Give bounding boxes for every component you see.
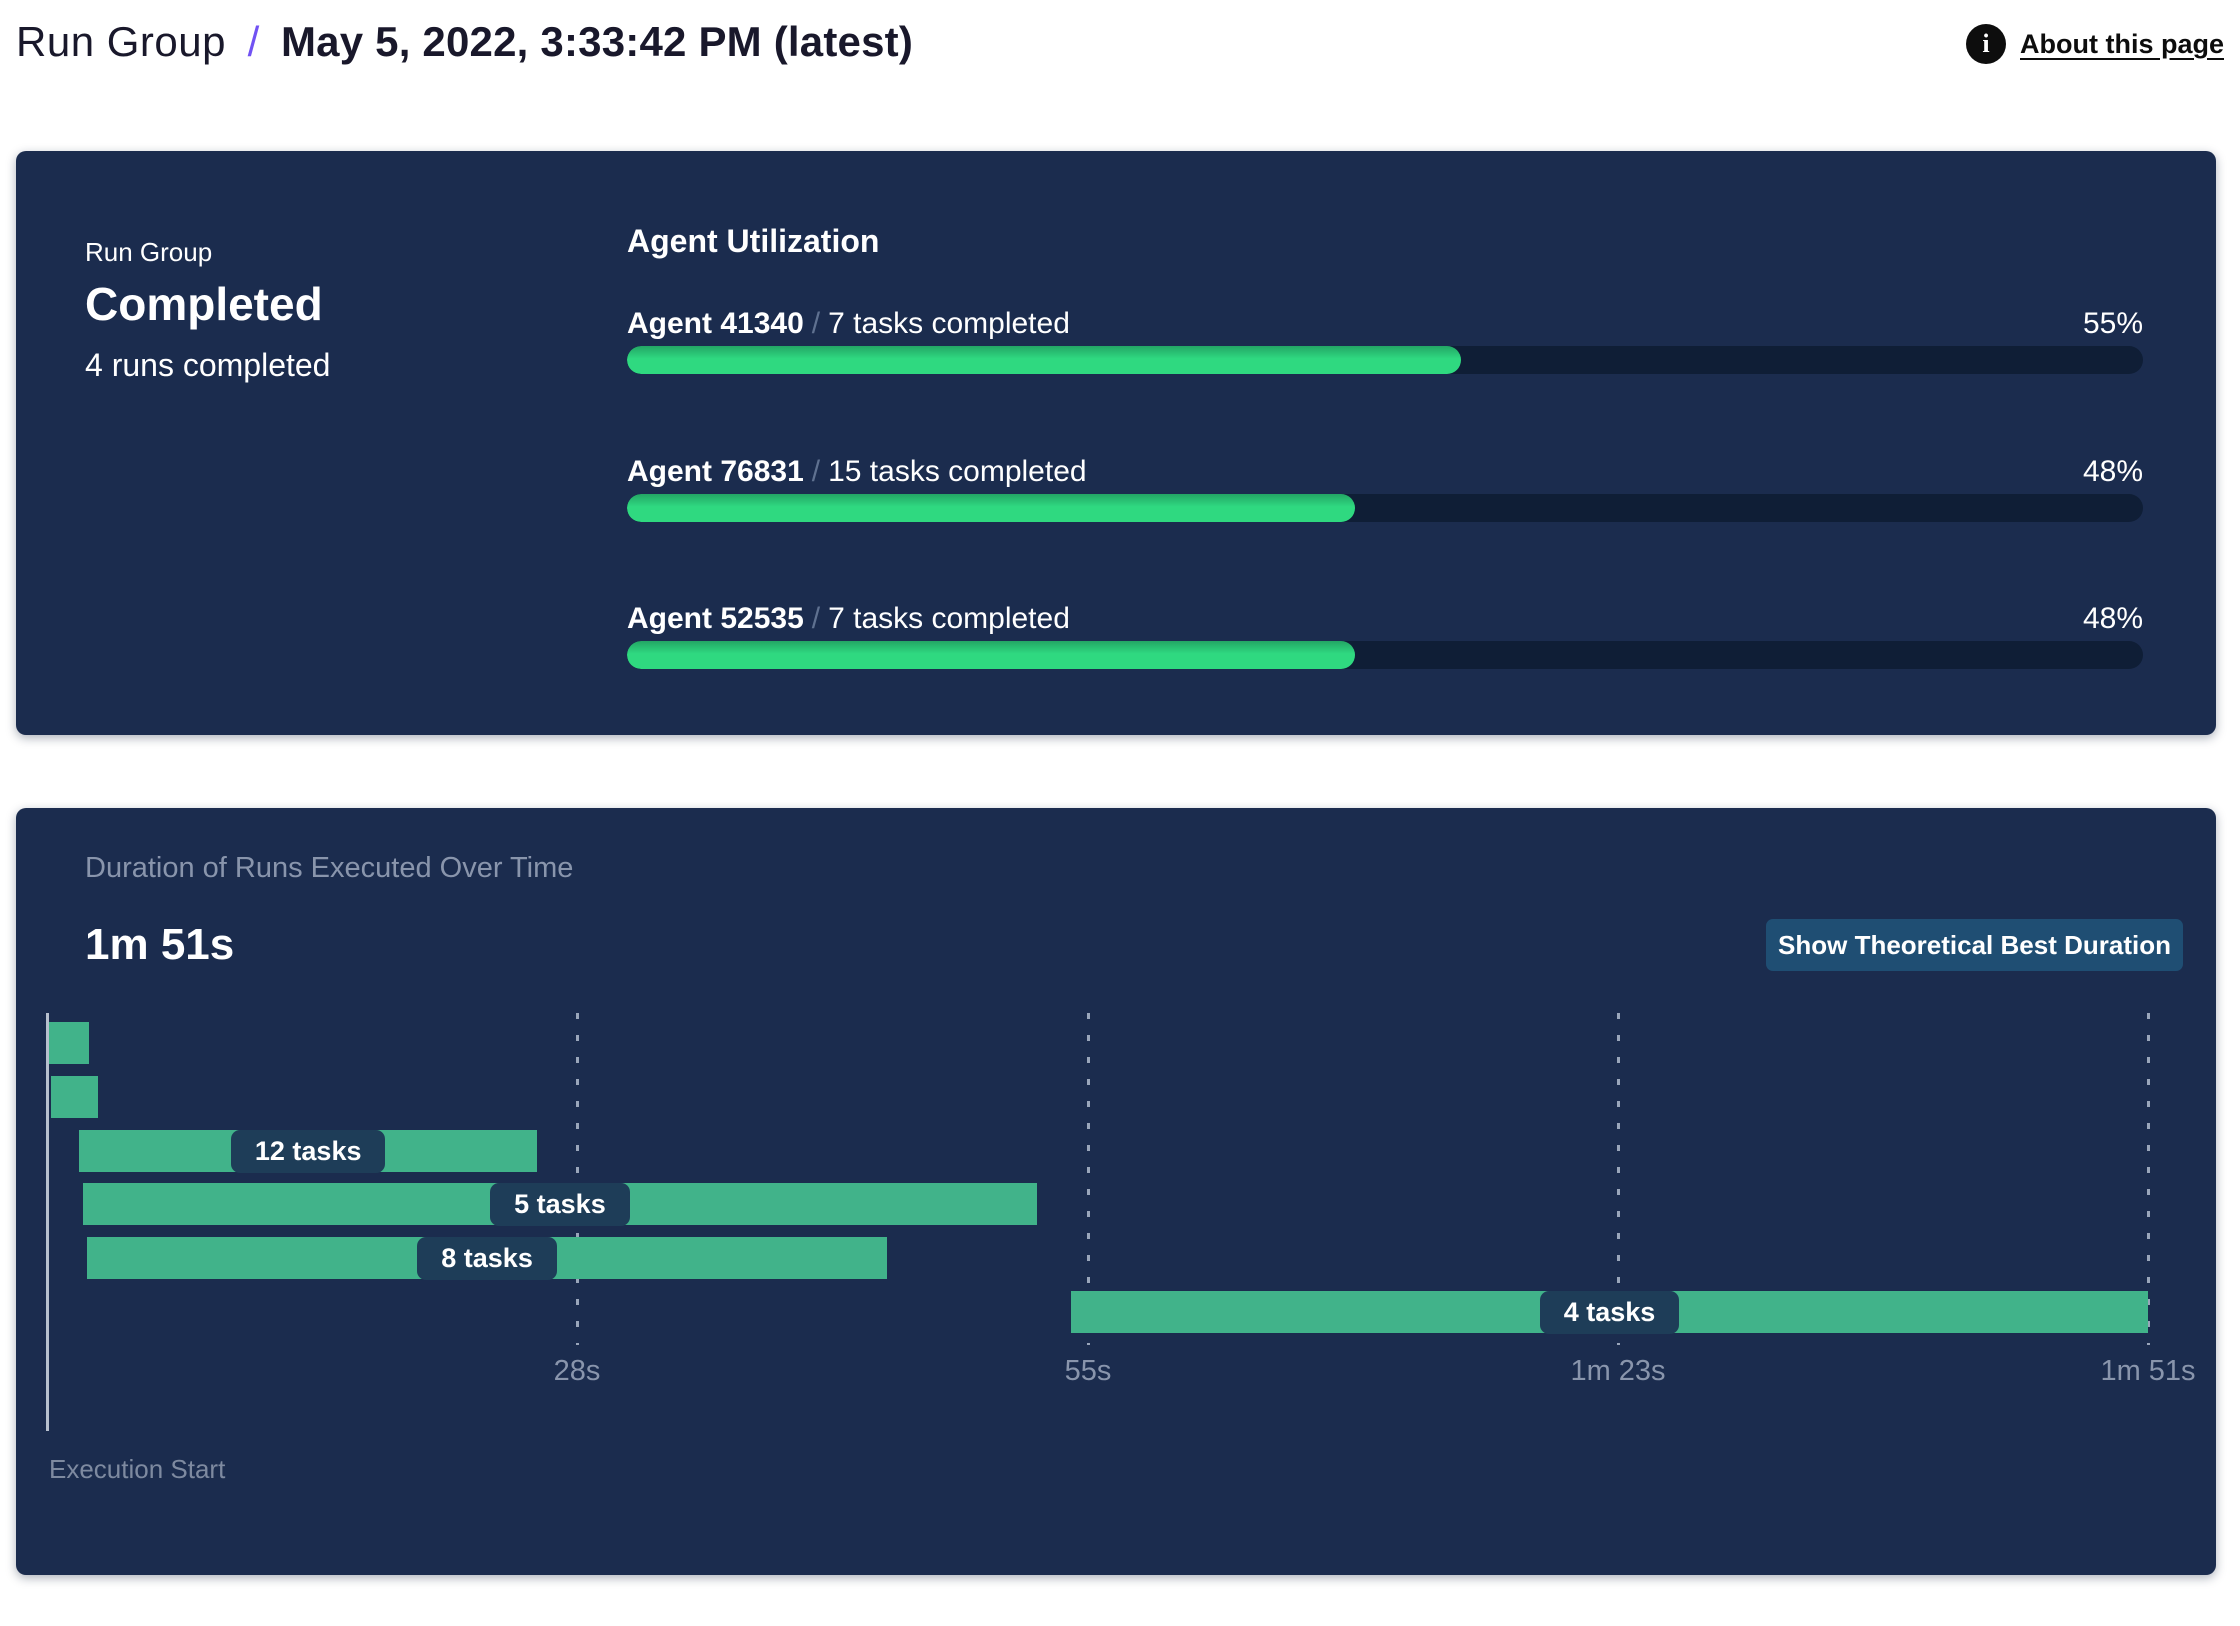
execution-start-axis-line <box>46 1013 49 1431</box>
about-this-page-link[interactable]: i About this page <box>1966 24 2224 64</box>
agent-label: Agent 41340/7 tasks completed <box>627 306 1070 342</box>
gantt-run-bar[interactable]: 5 tasks <box>82 1182 1037 1226</box>
agent-name: Agent 76831 <box>627 455 804 488</box>
label-separator: / <box>811 307 821 340</box>
info-icon: i <box>1966 24 2006 64</box>
progress-track <box>627 494 2143 522</box>
gridline <box>1087 1013 1091 1345</box>
agent-utilization-row: Agent 76831/15 tasks completed 48% <box>627 454 2143 534</box>
breadcrumb: Run Group / May 5, 2022, 3:33:42 PM (lat… <box>16 14 913 70</box>
agent-utilization-row: Agent 52535/7 tasks completed 48% <box>627 601 2143 681</box>
label-separator: / <box>811 455 821 488</box>
execution-start-label: Execution Start <box>49 1454 226 1484</box>
status-text: Completed <box>85 278 323 330</box>
gantt-run-bar[interactable] <box>48 1022 89 1064</box>
duration-panel: Duration of Runs Executed Over Time 1m 5… <box>16 808 2216 1575</box>
utilization-percent: 48% <box>2082 455 2143 488</box>
gridline <box>2147 1013 2150 1345</box>
gantt-run-bar[interactable]: 12 tasks <box>79 1129 538 1173</box>
task-count-badge: 12 tasks <box>230 1129 386 1173</box>
gridline <box>1617 1013 1621 1345</box>
agent-tasks-completed: 7 tasks completed <box>828 307 1070 340</box>
axis-tick-label: 55s <box>1064 1355 1112 1387</box>
breadcrumb-separator: / <box>247 18 260 65</box>
utilization-percent: 48% <box>2082 602 2143 635</box>
gridline <box>575 1013 579 1345</box>
breadcrumb-run-group[interactable]: Run Group <box>16 18 226 65</box>
agent-utilization-heading: Agent Utilization <box>627 223 880 259</box>
runs-completed-text: 4 runs completed <box>85 347 331 383</box>
show-theoretical-best-duration-button[interactable]: Show Theoretical Best Duration <box>1766 919 2183 971</box>
task-count-badge: 5 tasks <box>490 1182 630 1226</box>
progress-track <box>627 641 2143 669</box>
axis-tick-label: 1m 51s <box>2100 1355 2196 1387</box>
agent-name: Agent 41340 <box>627 307 804 340</box>
agent-label: Agent 52535/7 tasks completed <box>627 601 1070 637</box>
gantt-run-bar[interactable]: 8 tasks <box>86 1236 888 1280</box>
page-header: Run Group / May 5, 2022, 3:33:42 PM (lat… <box>16 14 2224 84</box>
run-group-summary-panel: Run Group Completed 4 runs completed Age… <box>16 151 2216 735</box>
utilization-percent: 55% <box>2082 307 2143 340</box>
gantt-run-bar[interactable] <box>50 1076 99 1118</box>
progress-track <box>627 346 2143 374</box>
about-link-label: About this page <box>2020 28 2224 59</box>
agent-label: Agent 76831/15 tasks completed <box>627 454 1087 490</box>
task-count-badge: 4 tasks <box>1539 1290 1680 1334</box>
duration-chart-title: Duration of Runs Executed Over Time <box>85 852 574 884</box>
gantt-run-bar[interactable]: 4 tasks <box>1071 1290 2148 1334</box>
axis-tick-label: 28s <box>553 1355 601 1387</box>
page-title: May 5, 2022, 3:33:42 PM (latest) <box>280 18 914 65</box>
task-count-badge: 8 tasks <box>417 1236 557 1280</box>
label-separator: / <box>811 602 821 635</box>
progress-fill <box>627 346 1461 374</box>
agent-tasks-completed: 15 tasks completed <box>828 455 1087 488</box>
axis-tick-label: 1m 23s <box>1570 1355 1666 1387</box>
total-duration-value: 1m 51s <box>85 920 235 969</box>
agent-name: Agent 52535 <box>627 602 804 635</box>
agent-utilization-row: Agent 41340/7 tasks completed 55% <box>627 306 2143 386</box>
gantt-chart: 28s 55s 1m 23s 1m 51s 12 tasks 5 tasks 8 tasks… <box>46 1013 2196 1431</box>
agent-utilization-section: Agent Utilization Agent 41340/7 tasks co… <box>627 151 2143 735</box>
progress-fill <box>627 494 1355 522</box>
run-group-label: Run Group <box>85 237 213 267</box>
agent-tasks-completed: 7 tasks completed <box>828 602 1070 635</box>
progress-fill <box>627 641 1355 669</box>
